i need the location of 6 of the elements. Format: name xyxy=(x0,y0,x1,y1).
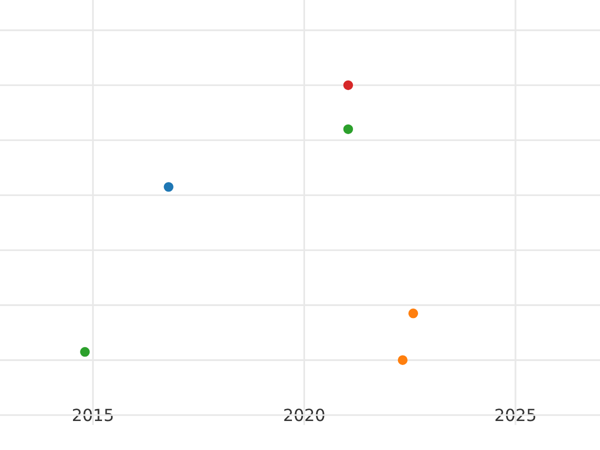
point xyxy=(343,80,354,90)
point xyxy=(164,182,174,192)
point xyxy=(398,355,408,365)
point xyxy=(80,347,90,357)
point xyxy=(408,308,418,318)
point xyxy=(343,124,354,134)
